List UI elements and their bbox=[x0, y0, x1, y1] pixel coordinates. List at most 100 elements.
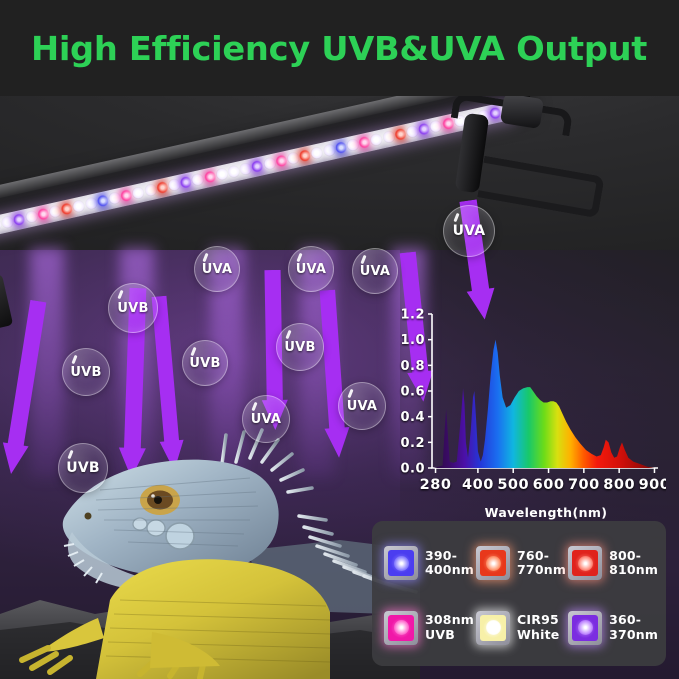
led-800-810nm-icon bbox=[568, 546, 603, 581]
legend-item-label: 800- 810nm bbox=[609, 547, 658, 579]
uv-bubble-label: UVA bbox=[250, 411, 282, 427]
legend-label-line2: 370nm bbox=[609, 626, 659, 642]
legend-item: 390- 400nm bbox=[384, 535, 474, 592]
uv-bubble-uvb: UVB bbox=[108, 283, 158, 333]
title-banner: High Efficiency UVB&UVA Output bbox=[0, 0, 679, 96]
chart-x-tick: 600 bbox=[533, 477, 565, 493]
legend-label-line2: 400nm bbox=[425, 562, 475, 578]
legend-label-line2: White bbox=[517, 626, 560, 642]
led-diode bbox=[190, 172, 206, 187]
uv-bubble-label: UVB bbox=[284, 339, 316, 355]
led-diode bbox=[440, 116, 456, 131]
page-title: High Efficiency UVB&UVA Output bbox=[31, 28, 648, 68]
uv-bubble-label: UVB bbox=[70, 364, 102, 380]
chart-x-tick: 280 bbox=[420, 477, 452, 493]
uv-bubble-uvb: UVB bbox=[276, 323, 324, 371]
chart-y-tick: 0.2 bbox=[400, 436, 425, 451]
legend-label-line1: 390- bbox=[425, 547, 458, 563]
legend-item: CIR95 White bbox=[476, 600, 566, 657]
legend-label-line2: 770nm bbox=[517, 562, 567, 578]
legend-item-label: 360- 370nm bbox=[609, 612, 659, 643]
led-legend-panel: 390- 400nm 760- 770nm 800- 810nm 308nm UVB CIR95… bbox=[372, 521, 666, 666]
spectrum-curve bbox=[433, 339, 655, 468]
uv-bubble-label: UVB bbox=[66, 460, 100, 476]
legend-item-label: 308nm UVB bbox=[425, 612, 475, 643]
uv-down-arrow bbox=[257, 269, 292, 440]
led-diode bbox=[12, 212, 27, 227]
uv-bubble-label: UVA bbox=[295, 261, 327, 277]
led-diode bbox=[250, 159, 265, 174]
iguana-dewlap bbox=[67, 532, 180, 590]
chart-x-tick: 400 bbox=[462, 477, 494, 493]
iguana-hindleg bbox=[150, 632, 220, 668]
led-diode bbox=[202, 169, 218, 185]
uv-bubble-uva: UVA bbox=[194, 246, 240, 292]
led-diode bbox=[429, 119, 444, 134]
led-diode bbox=[309, 145, 325, 161]
uv-bubble-uva: UVA bbox=[288, 246, 334, 292]
legend-item: 308nm UVB bbox=[384, 600, 474, 657]
iguana-photo bbox=[0, 400, 420, 679]
uv-bubble-uva: UVA bbox=[338, 382, 386, 430]
led-diode bbox=[83, 196, 99, 211]
legend-label-line1: CIR95 bbox=[517, 612, 559, 627]
legend-item: 760- 770nm bbox=[476, 535, 566, 592]
iguana-scale bbox=[165, 522, 195, 550]
iguana-head-texture bbox=[95, 477, 259, 547]
iguana-dewlap-spikes bbox=[63, 543, 103, 584]
chart-x-tick: 500 bbox=[497, 477, 529, 493]
legend-item-label: CIR95 White bbox=[517, 612, 560, 643]
led-diode bbox=[381, 129, 396, 145]
uv-bubble-label: UVA bbox=[359, 263, 391, 279]
legend-label-line2: UVB bbox=[425, 626, 455, 642]
legend-label-line1: 800- bbox=[609, 547, 642, 563]
led-diode bbox=[131, 185, 146, 201]
legend-item-label: 390- 400nm bbox=[425, 547, 475, 579]
iguana-scale bbox=[132, 517, 148, 531]
mounting-bracket-knob bbox=[499, 93, 545, 129]
led-diode bbox=[71, 199, 87, 214]
uv-bubble-label: UVB bbox=[189, 355, 221, 371]
uv-down-arrow bbox=[392, 251, 440, 412]
mounting-bracket-hook bbox=[477, 155, 605, 219]
chart-y-tick: 0.4 bbox=[400, 410, 425, 425]
iguana-eye-glint bbox=[151, 494, 155, 498]
led-diode bbox=[262, 156, 277, 171]
led-390-400nm-icon bbox=[384, 546, 418, 581]
spectrum-chart: 0.0 0.2 0.4 0.6 0.8 1.0 1.2 280 400 500 600 700 800 9… bbox=[396, 300, 666, 525]
uv-bubble-label: UVA bbox=[346, 398, 378, 414]
uv-bubble-label: UVA bbox=[452, 223, 486, 239]
led-360-370nm-icon bbox=[568, 610, 603, 645]
legend-label-line1: 760- bbox=[517, 547, 550, 563]
spectrum-chart-svg: 0.0 0.2 0.4 0.6 0.8 1.0 1.2 280 400 500 600 700 800 9… bbox=[400, 308, 666, 521]
legend-item: 360- 370nm bbox=[568, 600, 658, 657]
led-760-770nm-icon bbox=[476, 546, 511, 581]
legend-label-line1: 360- bbox=[609, 612, 642, 627]
chart-x-tick: 900 bbox=[639, 477, 666, 493]
uv-bubble-uva: UVA bbox=[242, 395, 290, 443]
uv-down-arrow bbox=[115, 287, 155, 487]
chart-y-tick: 1.0 bbox=[400, 333, 425, 348]
led-diode bbox=[143, 183, 158, 198]
chart-x-tick: 700 bbox=[568, 477, 600, 493]
chart-y-tick: 1.2 bbox=[400, 308, 425, 323]
chart-y-tick: 0.6 bbox=[400, 385, 425, 400]
uv-bubble-uva: UVA bbox=[352, 248, 398, 294]
uv-bubble-label: UVA bbox=[201, 261, 233, 277]
legend-item: 800- 810nm bbox=[568, 535, 658, 592]
iguana-nostril bbox=[84, 512, 92, 520]
legend-label-line1: 308nm bbox=[425, 612, 475, 627]
uv-bubble-label: UVB bbox=[117, 300, 149, 316]
iguana-body-texture bbox=[105, 599, 331, 663]
uv-down-arrow bbox=[0, 299, 54, 486]
chart-y-tick: 0.8 bbox=[400, 359, 425, 374]
led-308nm-uvb-icon bbox=[384, 610, 418, 645]
chart-x-tick: 800 bbox=[603, 477, 635, 493]
uv-down-arrow bbox=[144, 295, 190, 481]
led-diode bbox=[24, 209, 39, 225]
iguana-foreleg bbox=[40, 618, 104, 652]
uv-bubble-uvb: UVB bbox=[62, 348, 110, 396]
iguana-head bbox=[62, 459, 279, 577]
chart-x-axis-label: Wavelength(nm) bbox=[485, 505, 608, 520]
